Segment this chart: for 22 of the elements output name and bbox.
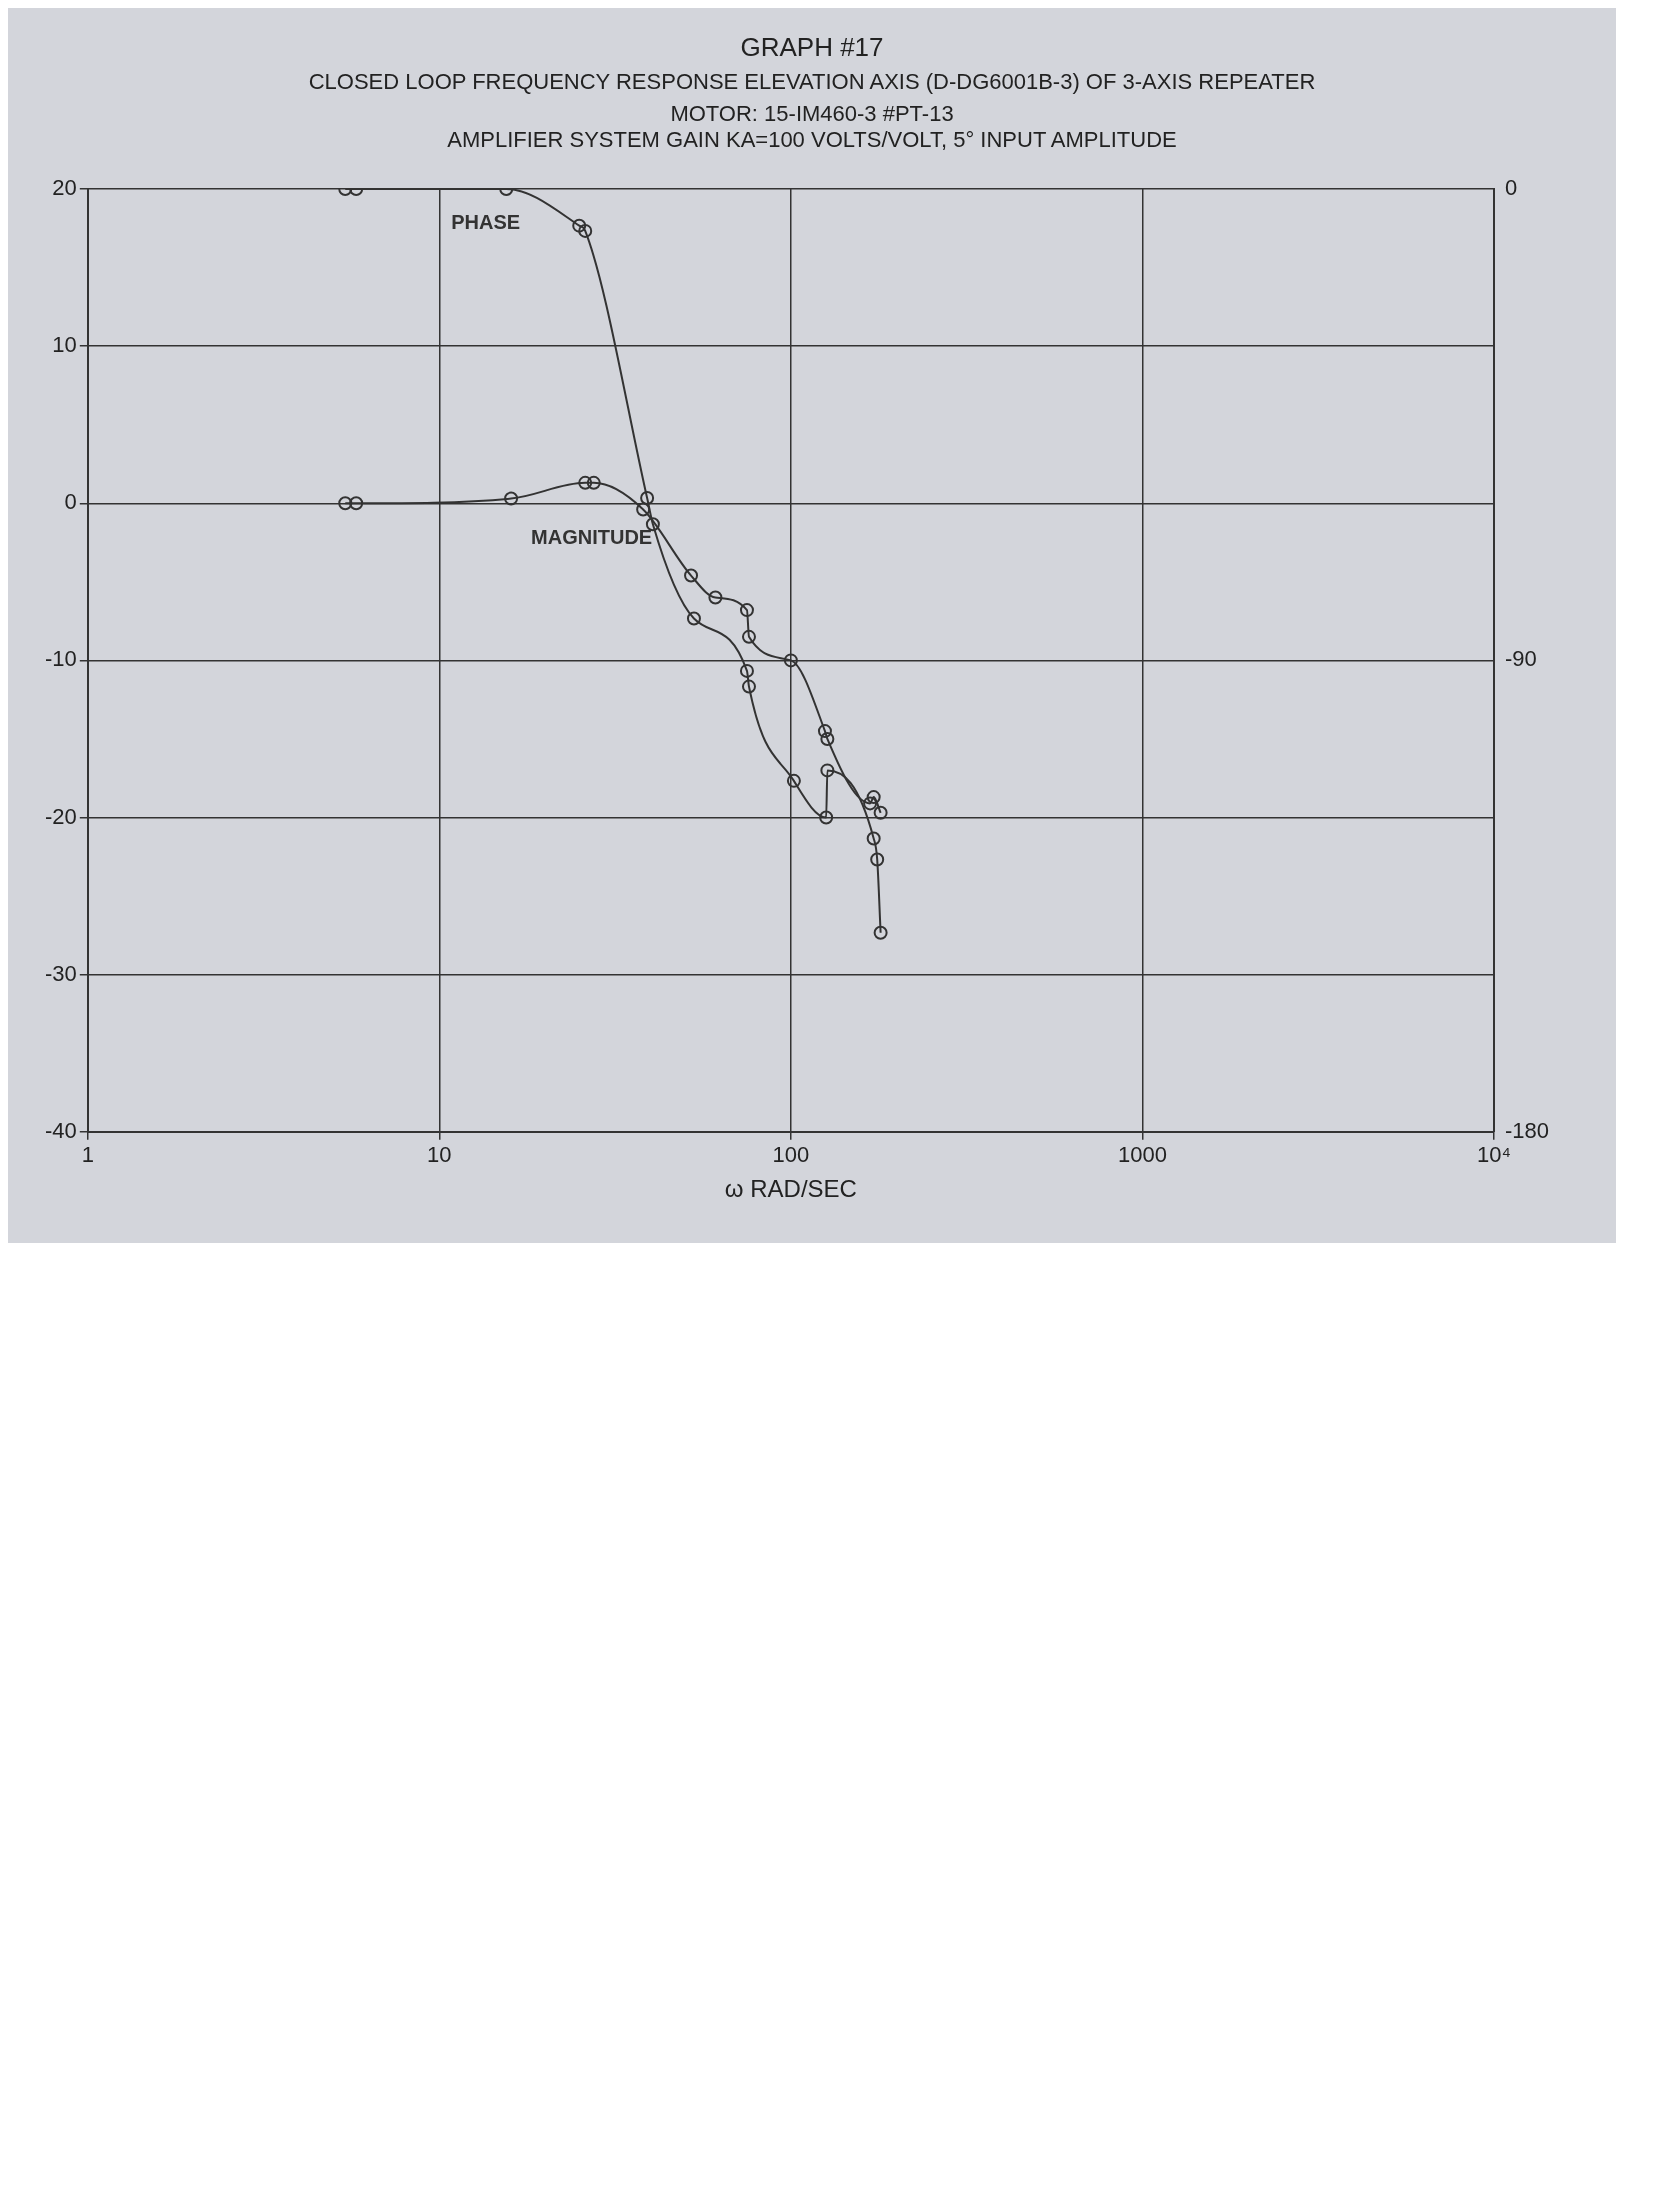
chart-title: GRAPH #17 [739,32,885,63]
y-tick-label: -10 [45,646,77,672]
text: AMPLIFIER SYSTEM GAIN KA=100 VOLTS/VOLT, 5° INPUT AMPLITUDE [446,127,1178,153]
y-tick-label: -20 [45,803,77,829]
y-tick-label: 10 [52,332,77,358]
y-tick-label: -40 [45,1117,77,1143]
y2-tick-label: 0 [1504,175,1518,201]
chart-subtitle: CLOSED LOOP FREQUENCY RESPONSE ELEVATION AXIS (D-DG6001B-3) OF 3-AXIS REPEATER [307,69,1317,95]
y-tick-label: 0 [64,489,77,515]
x-tick-label: 100 [772,1142,810,1168]
y-tick-label: 20 [52,175,77,201]
x-tick-label: 1 [81,1142,94,1168]
x-axis-title: ω RAD/SEC [724,1175,857,1203]
y-tick-label: -30 [45,960,77,986]
series-label: MAGNITUDE [531,525,653,548]
x-tick-label: 10 [427,1142,452,1168]
y2-tick-label: -180 [1504,1117,1550,1143]
y2-tick-label: -90 [1504,646,1537,672]
x-tick-label: 1000 [1117,1142,1167,1168]
text: MOTOR: 15-IM460-3 #PT-13 [669,101,955,127]
x-tick-label: 10⁴ [1477,1142,1511,1168]
series-label: PHASE [451,211,521,233]
